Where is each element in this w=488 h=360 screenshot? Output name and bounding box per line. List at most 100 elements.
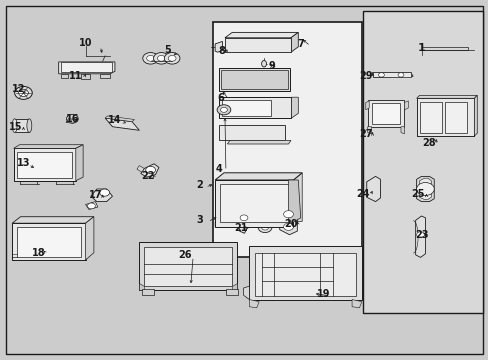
Polygon shape: [367, 127, 371, 134]
Polygon shape: [100, 74, 110, 78]
Text: 1: 1: [417, 42, 425, 53]
Bar: [444, 102, 466, 133]
Bar: [219, 125, 285, 140]
Polygon shape: [85, 202, 98, 210]
Text: 2: 2: [196, 180, 203, 190]
Bar: [225, 289, 238, 295]
Text: 24: 24: [355, 189, 369, 199]
Circle shape: [87, 203, 95, 209]
Polygon shape: [243, 286, 249, 300]
Text: 3: 3: [196, 215, 203, 225]
Bar: [142, 289, 154, 295]
Circle shape: [283, 223, 293, 230]
Text: 19: 19: [316, 289, 330, 300]
Circle shape: [145, 166, 155, 174]
Polygon shape: [215, 173, 302, 227]
Polygon shape: [290, 32, 298, 52]
Text: 28: 28: [422, 138, 435, 148]
Polygon shape: [416, 98, 473, 136]
Polygon shape: [365, 101, 368, 110]
Bar: [255, 253, 355, 296]
Text: 5: 5: [163, 45, 170, 55]
Circle shape: [19, 89, 28, 96]
Polygon shape: [139, 283, 144, 290]
Text: 22: 22: [141, 171, 154, 181]
Text: 18: 18: [32, 248, 46, 258]
Polygon shape: [404, 101, 407, 110]
Bar: [61, 62, 112, 72]
Circle shape: [283, 211, 293, 218]
Circle shape: [142, 53, 158, 64]
Polygon shape: [351, 300, 361, 308]
Circle shape: [66, 114, 78, 123]
Polygon shape: [227, 140, 290, 144]
Polygon shape: [288, 180, 300, 225]
Bar: [221, 70, 287, 89]
Polygon shape: [141, 164, 159, 177]
Bar: [17, 227, 81, 257]
Text: 13: 13: [17, 158, 30, 168]
Text: 7: 7: [297, 39, 304, 49]
Circle shape: [153, 53, 169, 64]
Polygon shape: [224, 32, 298, 38]
Polygon shape: [66, 119, 77, 123]
Bar: [419, 102, 441, 133]
Polygon shape: [419, 178, 430, 199]
Polygon shape: [371, 73, 412, 77]
Text: 12: 12: [12, 84, 25, 94]
Circle shape: [397, 73, 403, 77]
Circle shape: [416, 232, 424, 238]
Bar: [15, 119, 29, 132]
Polygon shape: [400, 127, 404, 134]
Bar: [362, 11, 482, 313]
Polygon shape: [238, 214, 249, 233]
Text: 8: 8: [218, 46, 225, 56]
Circle shape: [168, 55, 176, 61]
Polygon shape: [76, 145, 83, 181]
Text: 4: 4: [215, 164, 222, 174]
Circle shape: [416, 183, 433, 195]
Text: 10: 10: [79, 38, 92, 48]
Circle shape: [220, 107, 227, 112]
Text: 9: 9: [267, 60, 274, 71]
Bar: [249, 246, 361, 300]
Polygon shape: [105, 116, 134, 122]
Bar: [367, 100, 404, 127]
Text: 20: 20: [284, 219, 297, 229]
Circle shape: [261, 225, 268, 230]
Bar: [220, 184, 288, 222]
Bar: [215, 180, 293, 227]
Text: 16: 16: [65, 114, 79, 124]
Polygon shape: [91, 189, 112, 202]
Ellipse shape: [12, 119, 17, 132]
Circle shape: [258, 222, 271, 233]
Bar: [224, 38, 290, 52]
Circle shape: [146, 55, 154, 61]
Circle shape: [15, 86, 32, 99]
Polygon shape: [59, 62, 115, 74]
Polygon shape: [215, 173, 302, 180]
Ellipse shape: [27, 119, 32, 132]
Polygon shape: [215, 41, 222, 52]
Circle shape: [100, 189, 109, 196]
Bar: [144, 247, 232, 286]
Text: 17: 17: [88, 190, 102, 200]
Text: 11: 11: [69, 71, 82, 81]
Polygon shape: [81, 74, 90, 79]
Polygon shape: [291, 97, 298, 118]
Bar: [219, 97, 291, 118]
Bar: [219, 68, 289, 91]
Bar: [139, 242, 237, 290]
Polygon shape: [85, 217, 94, 260]
Ellipse shape: [261, 60, 266, 67]
Text: 23: 23: [414, 230, 427, 240]
Text: 6: 6: [217, 93, 224, 103]
Bar: [371, 103, 399, 124]
Circle shape: [217, 105, 230, 115]
Polygon shape: [61, 74, 68, 78]
Bar: [17, 152, 72, 178]
Polygon shape: [232, 283, 237, 290]
Polygon shape: [249, 300, 259, 308]
Polygon shape: [137, 166, 144, 172]
Circle shape: [240, 215, 247, 221]
